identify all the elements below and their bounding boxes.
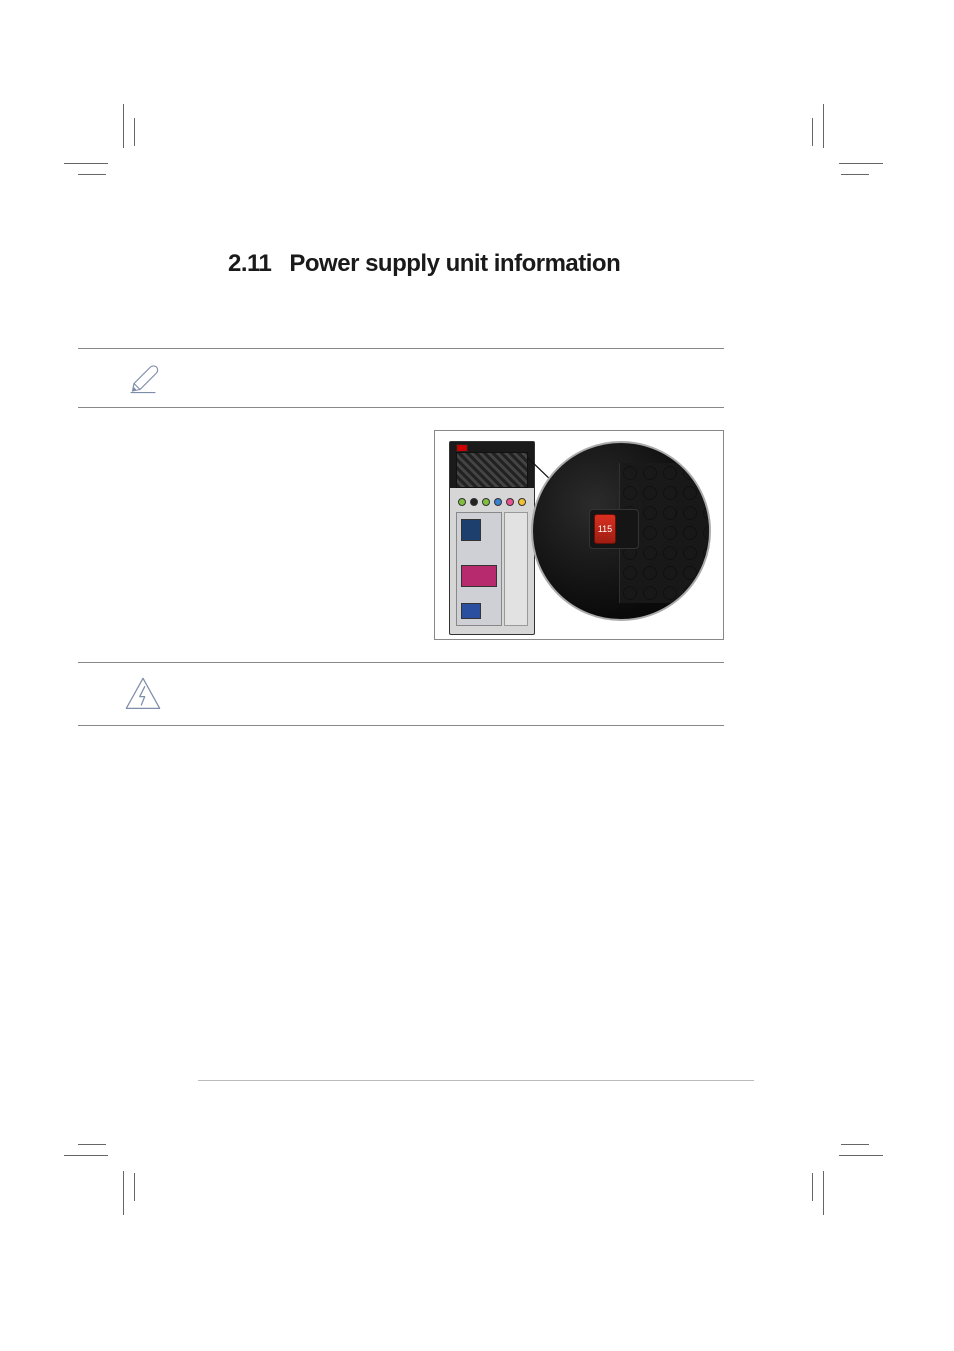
zoom-detail-circle: 115 xyxy=(531,441,711,621)
psu-grill xyxy=(456,452,528,488)
image-frame: 115 xyxy=(434,430,724,640)
image-block: 115 xyxy=(228,430,724,640)
computer-tower-rear xyxy=(449,441,535,635)
audio-port xyxy=(470,498,478,506)
parallel-port xyxy=(461,565,497,587)
warning-body xyxy=(226,673,724,679)
lightning-triangle-icon xyxy=(78,673,208,715)
audio-port xyxy=(518,498,526,506)
serial-port xyxy=(461,519,481,541)
audio-port xyxy=(482,498,490,506)
expansion-slots xyxy=(504,512,528,626)
audio-port xyxy=(494,498,502,506)
io-panel xyxy=(456,512,502,626)
note-block xyxy=(78,348,724,408)
audio-port xyxy=(506,498,514,506)
voltage-selector-switch: 115 xyxy=(589,509,639,549)
audio-ports-row xyxy=(456,496,528,508)
audio-port xyxy=(458,498,466,506)
pencil-icon xyxy=(78,359,208,397)
footer-rule xyxy=(198,1080,754,1081)
warning-block xyxy=(78,662,724,726)
vga-port xyxy=(461,603,481,619)
page-content: 2.11 Power supply unit information xyxy=(228,250,724,1081)
section-heading: 2.11 Power supply unit information xyxy=(228,250,724,278)
voltage-switch xyxy=(456,444,468,452)
voltage-selector-label: 115 xyxy=(594,514,616,544)
section-number: 2.11 xyxy=(228,250,271,278)
section-title: Power supply unit information xyxy=(289,250,620,278)
